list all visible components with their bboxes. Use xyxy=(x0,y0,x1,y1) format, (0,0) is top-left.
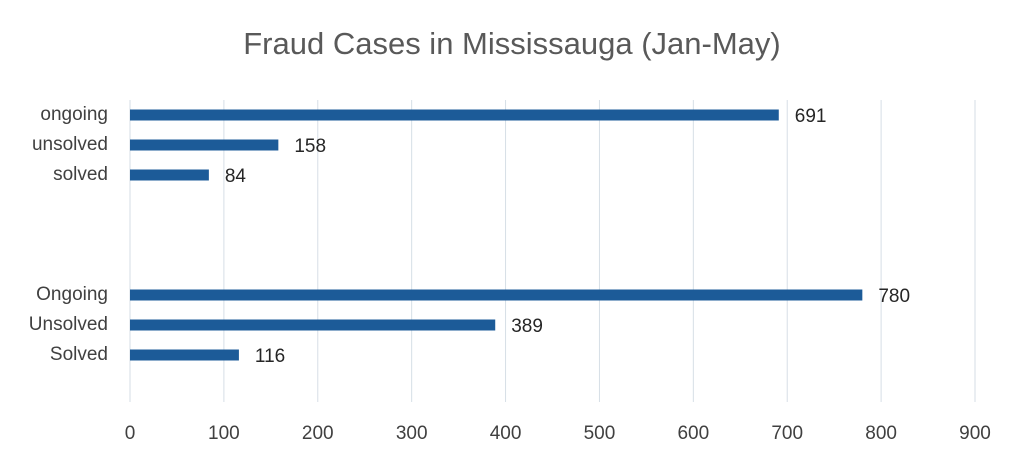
x-tick-label: 0 xyxy=(125,423,136,444)
bar xyxy=(130,319,496,331)
bar xyxy=(130,139,279,151)
x-tick-label: 200 xyxy=(302,423,334,444)
y-tick-label: Ongoing xyxy=(36,284,108,305)
x-tick-label: 600 xyxy=(677,423,709,444)
bar xyxy=(130,289,863,301)
data-label: 158 xyxy=(294,136,326,157)
chart-title: Fraud Cases in Mississauga (Jan-May) xyxy=(243,26,781,61)
data-label: 389 xyxy=(511,316,543,337)
y-tick-label: solved xyxy=(53,164,108,185)
y-tick-label: Unsolved xyxy=(29,314,108,335)
bar xyxy=(130,109,779,121)
x-tick-label: 300 xyxy=(396,423,428,444)
x-tick-label: 800 xyxy=(865,423,897,444)
x-tick-label: 500 xyxy=(584,423,616,444)
x-tick-label: 900 xyxy=(959,423,991,444)
data-label: 116 xyxy=(255,346,285,367)
bar xyxy=(130,349,239,361)
bar xyxy=(130,169,209,181)
data-label: 780 xyxy=(878,286,910,307)
data-label: 691 xyxy=(795,106,827,127)
x-tick-label: 100 xyxy=(208,423,240,444)
x-tick-label: 700 xyxy=(771,423,803,444)
y-tick-label: Solved xyxy=(50,344,108,365)
x-tick-label: 400 xyxy=(490,423,522,444)
y-tick-label: ongoing xyxy=(40,104,108,125)
data-label: 84 xyxy=(225,166,247,187)
y-tick-label: unsolved xyxy=(32,134,108,155)
